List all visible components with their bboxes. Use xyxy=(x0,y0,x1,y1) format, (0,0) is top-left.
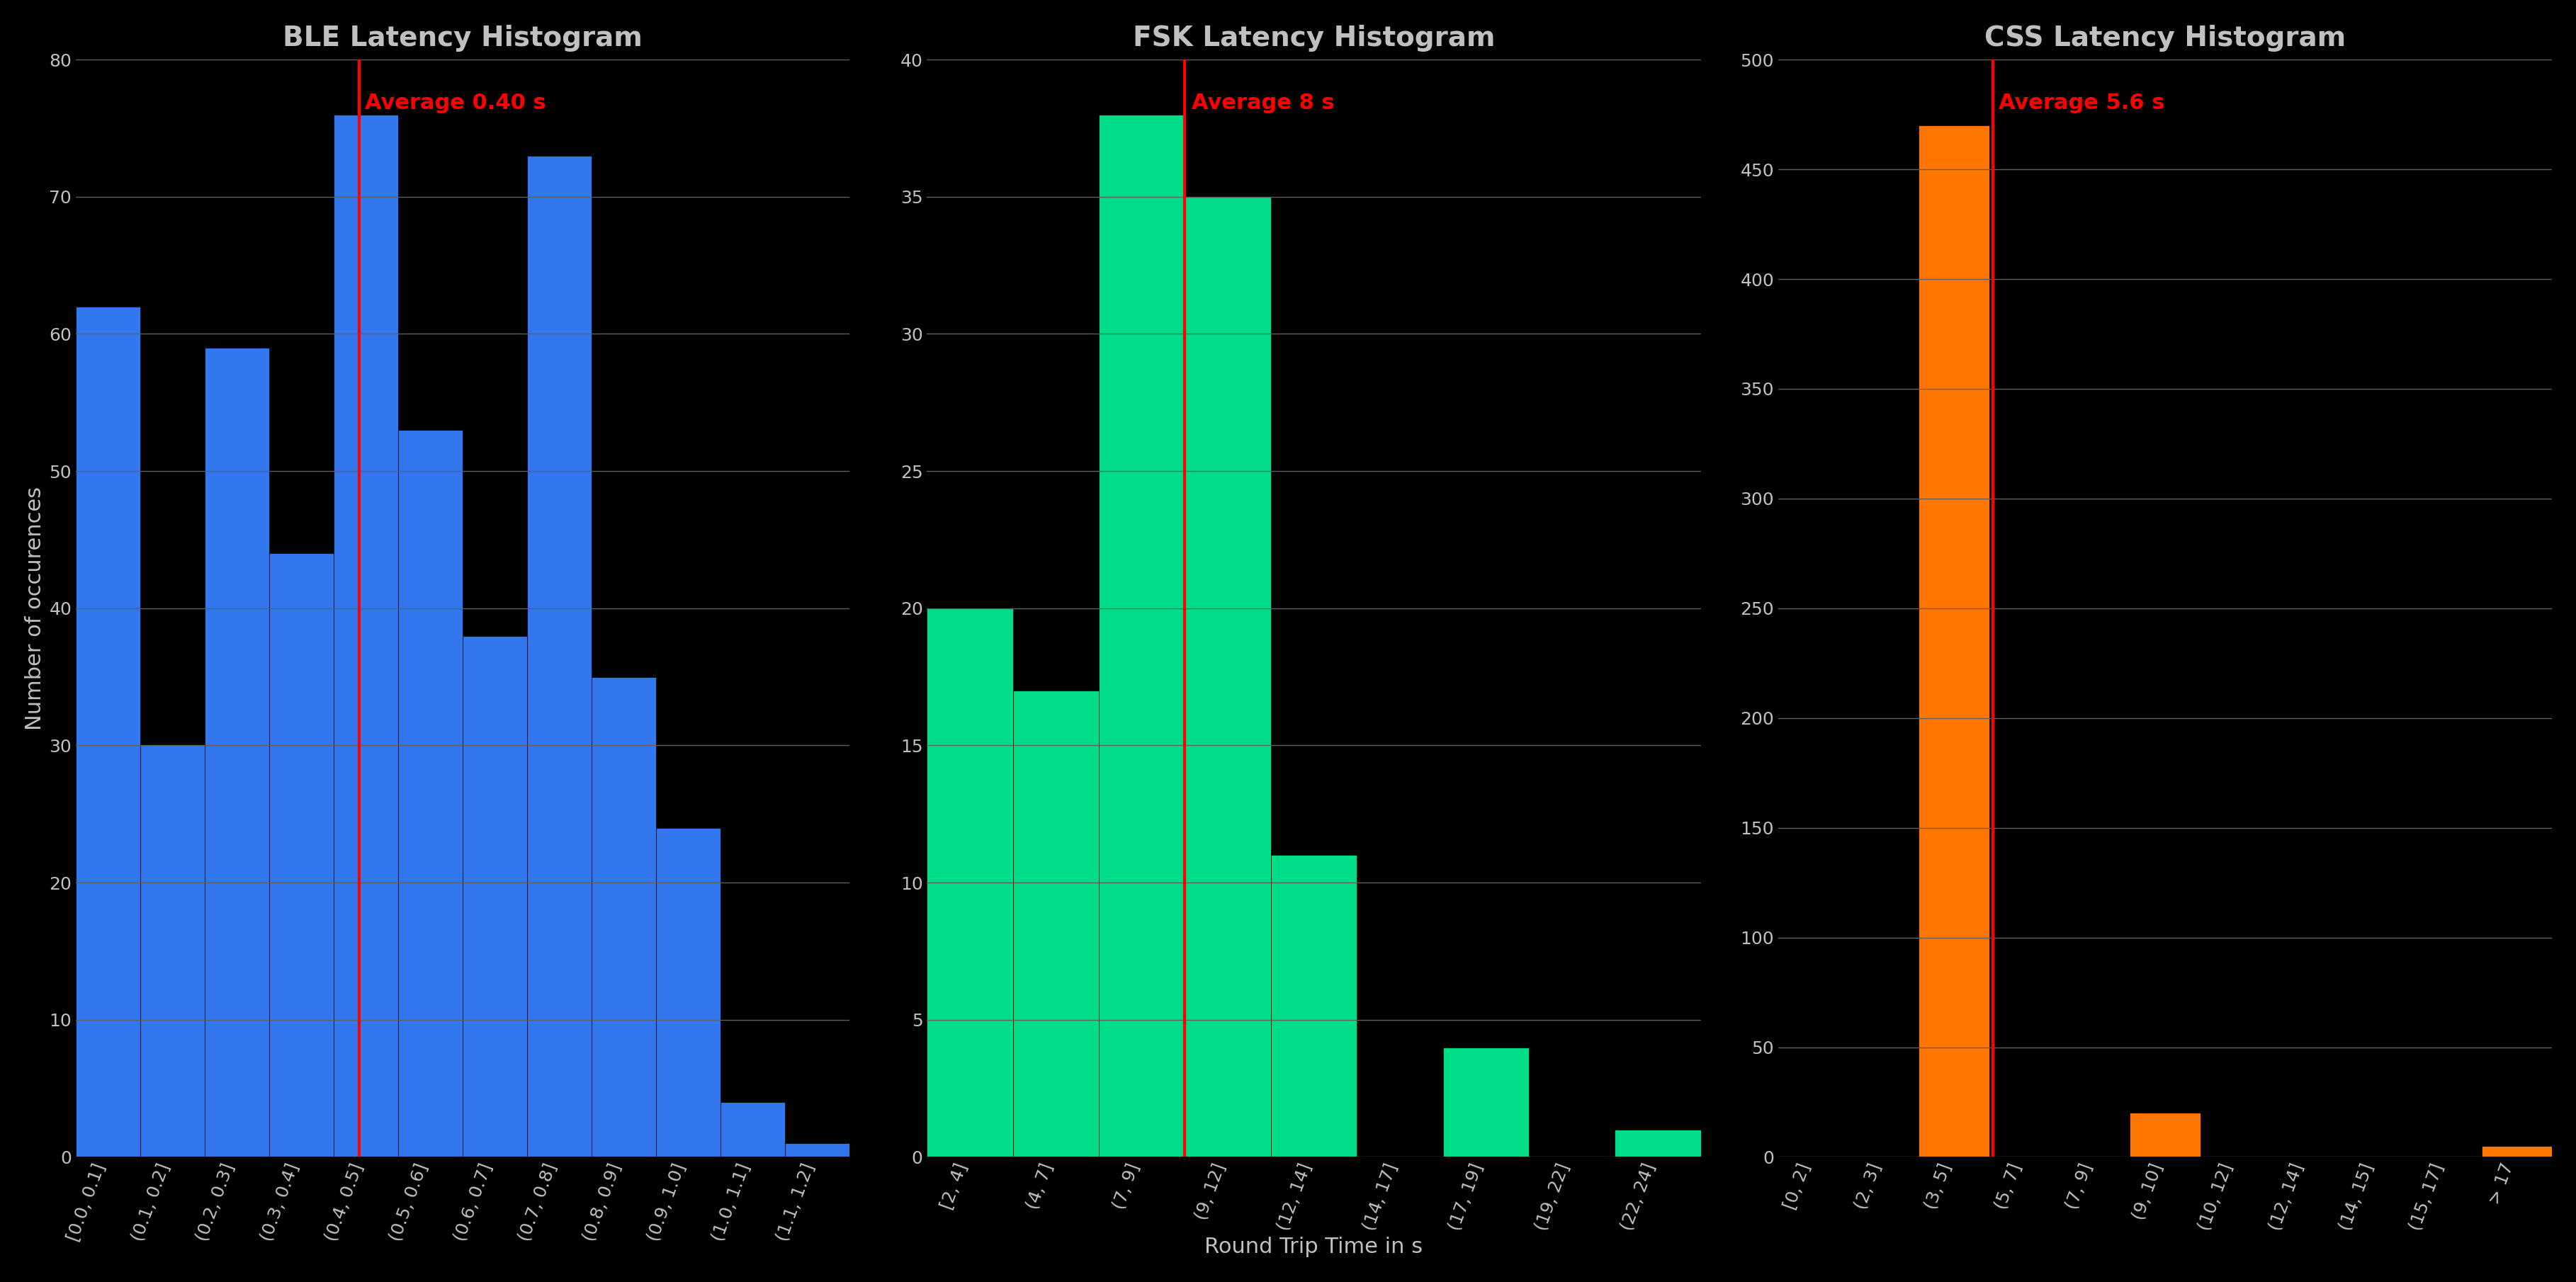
Bar xyxy=(268,554,332,1156)
Bar xyxy=(2130,1113,2200,1156)
Bar xyxy=(139,745,204,1156)
Bar xyxy=(721,1103,786,1156)
Bar xyxy=(1919,126,1989,1156)
X-axis label: Round Trip Time in s: Round Trip Time in s xyxy=(1206,1237,1422,1258)
Bar xyxy=(592,677,657,1156)
Text: Average 8 s: Average 8 s xyxy=(1190,92,1334,113)
Bar xyxy=(75,306,139,1156)
Text: Average 5.6 s: Average 5.6 s xyxy=(1999,92,2164,113)
Bar xyxy=(927,608,1012,1156)
Bar xyxy=(657,828,721,1156)
Title: CSS Latency Histogram: CSS Latency Histogram xyxy=(1984,24,2344,51)
Bar xyxy=(204,347,268,1156)
Text: Average 0.40 s: Average 0.40 s xyxy=(363,92,546,113)
Bar xyxy=(1097,114,1185,1156)
Bar xyxy=(1012,691,1097,1156)
Y-axis label: Number of occurences: Number of occurences xyxy=(26,486,46,731)
Bar xyxy=(1615,1129,1700,1156)
Title: FSK Latency Histogram: FSK Latency Histogram xyxy=(1133,24,1494,51)
Bar xyxy=(399,429,464,1156)
Bar xyxy=(1185,196,1270,1156)
Bar xyxy=(2481,1146,2550,1156)
Bar xyxy=(1443,1047,1528,1156)
Bar xyxy=(332,114,399,1156)
Bar xyxy=(528,155,592,1156)
Bar xyxy=(786,1144,850,1156)
Title: BLE Latency Histogram: BLE Latency Histogram xyxy=(283,24,641,51)
Bar xyxy=(1270,855,1358,1156)
Bar xyxy=(464,636,528,1156)
